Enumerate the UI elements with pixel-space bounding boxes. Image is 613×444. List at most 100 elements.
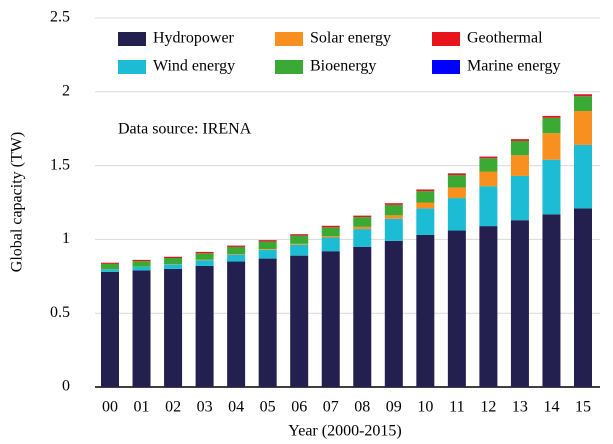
bar-segment [510, 175, 529, 221]
x-axis-label: Year (2000-2015) [288, 423, 401, 440]
bar-segment [258, 240, 277, 242]
legend-swatch [118, 32, 146, 46]
bar-segment [353, 246, 372, 387]
bar-segment [447, 198, 466, 231]
bar-segment [132, 261, 151, 267]
bar-segment [132, 266, 151, 271]
bar-segment [101, 269, 119, 272]
bar-segment [195, 251, 214, 254]
bar-segment [510, 140, 529, 156]
legend-swatch [432, 32, 460, 46]
bar-segment [290, 235, 309, 244]
bar-segment [195, 265, 214, 387]
bar-segment [321, 237, 340, 252]
bar-segment [574, 96, 592, 111]
y-tick-label: 1.5 [50, 156, 70, 173]
x-tick-label: 08 [354, 399, 370, 416]
legend-swatch [275, 60, 303, 74]
bar-segment [416, 202, 435, 209]
bar-segment [321, 251, 340, 387]
bar-segment [164, 264, 183, 269]
legend-label: Marine energy [467, 58, 560, 75]
legend-label: Geothermal [467, 30, 543, 47]
bar-segment [542, 117, 561, 134]
legend-swatch [432, 60, 460, 74]
legend-label: Bioenergy [310, 58, 376, 75]
bar-segment [574, 144, 592, 209]
bar-segment [227, 246, 246, 255]
bar-segment [290, 243, 309, 245]
x-tick-label: 06 [291, 399, 307, 416]
x-tick-label: 07 [323, 399, 339, 416]
x-tick-label: 04 [228, 399, 244, 416]
x-tick-label: 14 [543, 399, 559, 416]
bar-segment [227, 254, 246, 262]
bar-segment [101, 271, 119, 387]
bar-segment [542, 116, 561, 118]
bar-segment [574, 110, 592, 145]
bar-segment [384, 204, 403, 216]
bar-segment [416, 208, 435, 235]
x-tick-label: 12 [480, 399, 496, 416]
bar-segment [574, 94, 592, 97]
bar-segment [447, 187, 466, 199]
bar-segment [290, 234, 309, 236]
bar-segment [227, 254, 246, 255]
bar-segment [479, 156, 498, 159]
bar-segment [164, 256, 183, 258]
bar-segment [132, 270, 151, 387]
x-tick-label: 13 [512, 399, 528, 416]
bar-segment [164, 257, 183, 265]
bar-segment [258, 241, 277, 250]
bar-segment [164, 268, 183, 387]
bar-segment [542, 133, 561, 160]
bar-segment [479, 171, 498, 187]
x-tick-label: 10 [417, 399, 433, 416]
bar-segment [353, 217, 372, 227]
x-tick-label: 09 [386, 399, 402, 416]
x-tick-label: 02 [165, 399, 181, 416]
bar-segment [290, 255, 309, 387]
x-tick-label: 11 [449, 399, 464, 416]
bar-segment [227, 245, 246, 247]
bar-segment [353, 229, 372, 247]
bar-segment [258, 258, 277, 387]
bar-segment [416, 234, 435, 387]
bar-segment [479, 158, 498, 172]
bar-segment [195, 260, 214, 266]
bar-segment [290, 244, 309, 256]
y-tick-label: 1 [62, 230, 70, 247]
legend-swatch [275, 32, 303, 46]
y-tick-label: 0 [62, 378, 70, 395]
legend-swatch [118, 60, 146, 74]
bar-segment [542, 214, 561, 387]
legend-label: Hydropower [153, 30, 235, 47]
bar-segment [384, 218, 403, 241]
y-tick-label: 2 [62, 82, 70, 99]
bar-segment [447, 173, 466, 176]
bar-segment [416, 189, 435, 192]
bar-segment [479, 226, 498, 387]
bar-segment [447, 175, 466, 188]
bar-segment [574, 208, 592, 387]
bar-segment [321, 225, 340, 228]
x-tick-label: 05 [260, 399, 276, 416]
x-tick-label: 00 [102, 399, 118, 416]
bar-segment [132, 259, 151, 262]
bar-segment [227, 261, 246, 387]
bar-segment [101, 262, 119, 264]
legend-label: Solar energy [310, 30, 391, 47]
y-tick-label: 2.5 [50, 9, 70, 26]
bar-segment [384, 203, 403, 205]
annotation: Data source: IRENA [118, 121, 252, 138]
x-tick-label: 15 [575, 399, 591, 416]
bar-segment [416, 191, 435, 203]
bar-segment [384, 215, 403, 219]
x-tick-label: 03 [197, 399, 213, 416]
bar-segment [542, 159, 561, 215]
bar-segment [321, 227, 340, 237]
bar-segment [258, 249, 277, 250]
bar-segment [353, 215, 372, 218]
bar-segment [101, 263, 119, 270]
bar-segment [384, 240, 403, 387]
